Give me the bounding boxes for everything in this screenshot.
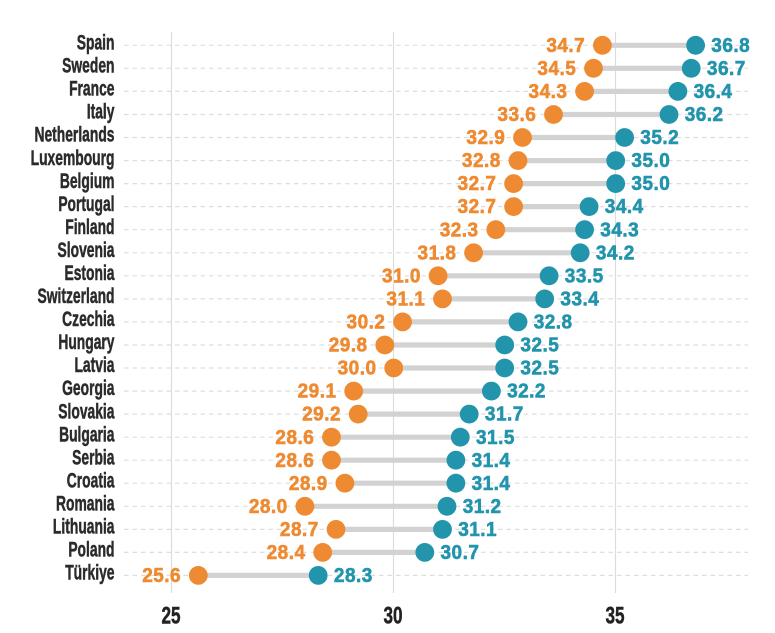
svg-text:Türkiye: Türkiye bbox=[65, 561, 114, 585]
svg-text:28.4: 28.4 bbox=[267, 542, 306, 565]
svg-text:Bulgaria: Bulgaria bbox=[59, 423, 115, 447]
svg-text:32.5: 32.5 bbox=[520, 334, 559, 357]
svg-text:25: 25 bbox=[161, 603, 180, 628]
svg-text:32.7: 32.7 bbox=[458, 173, 497, 196]
svg-text:Estonia: Estonia bbox=[64, 261, 114, 285]
svg-text:Switzerland: Switzerland bbox=[38, 284, 115, 308]
svg-text:34.5: 34.5 bbox=[537, 57, 576, 80]
svg-text:31.5: 31.5 bbox=[476, 426, 515, 449]
svg-text:35.0: 35.0 bbox=[631, 150, 670, 173]
svg-text:34.7: 34.7 bbox=[546, 34, 585, 57]
svg-text:34.2: 34.2 bbox=[596, 242, 635, 265]
svg-text:30.2: 30.2 bbox=[347, 311, 386, 334]
svg-text:Poland: Poland bbox=[68, 538, 114, 562]
svg-text:Netherlands: Netherlands bbox=[34, 123, 114, 147]
svg-text:25.6: 25.6 bbox=[142, 565, 181, 588]
svg-text:28.7: 28.7 bbox=[280, 519, 319, 542]
svg-text:33.6: 33.6 bbox=[497, 104, 536, 127]
svg-text:Luxembourg: Luxembourg bbox=[31, 146, 115, 170]
svg-text:Slovakia: Slovakia bbox=[58, 399, 114, 423]
svg-text:31.1: 31.1 bbox=[386, 288, 425, 311]
svg-text:32.3: 32.3 bbox=[440, 219, 479, 242]
svg-text:34.4: 34.4 bbox=[605, 196, 644, 219]
svg-text:Georgia: Georgia bbox=[62, 376, 114, 400]
svg-text:32.9: 32.9 bbox=[466, 127, 505, 150]
svg-text:32.7: 32.7 bbox=[458, 196, 497, 219]
svg-text:31.2: 31.2 bbox=[463, 495, 502, 518]
svg-text:Spain: Spain bbox=[77, 31, 115, 55]
svg-text:28.9: 28.9 bbox=[289, 472, 328, 495]
svg-text:35.2: 35.2 bbox=[640, 127, 679, 150]
svg-text:31.8: 31.8 bbox=[418, 242, 457, 265]
svg-text:Finland: Finland bbox=[65, 215, 114, 239]
svg-text:28.3: 28.3 bbox=[334, 565, 373, 588]
svg-text:Latvia: Latvia bbox=[74, 353, 114, 377]
svg-text:35: 35 bbox=[605, 603, 624, 628]
svg-text:28.6: 28.6 bbox=[275, 449, 314, 472]
svg-text:36.4: 36.4 bbox=[694, 81, 733, 104]
svg-text:28.6: 28.6 bbox=[275, 426, 314, 449]
svg-text:France: France bbox=[69, 77, 115, 101]
svg-text:34.3: 34.3 bbox=[600, 219, 639, 242]
svg-text:32.8: 32.8 bbox=[462, 150, 501, 173]
svg-text:Croatia: Croatia bbox=[67, 469, 115, 493]
svg-text:31.1: 31.1 bbox=[458, 519, 497, 542]
svg-text:Italy: Italy bbox=[87, 100, 115, 124]
svg-text:Sweden: Sweden bbox=[62, 54, 114, 78]
svg-text:Romania: Romania bbox=[56, 492, 115, 516]
svg-text:32.5: 32.5 bbox=[520, 357, 559, 380]
svg-text:29.1: 29.1 bbox=[298, 380, 337, 403]
svg-text:Slovenia: Slovenia bbox=[58, 238, 115, 262]
svg-text:31.0: 31.0 bbox=[382, 265, 421, 288]
svg-text:31.7: 31.7 bbox=[485, 403, 524, 426]
svg-text:29.8: 29.8 bbox=[329, 334, 368, 357]
svg-text:31.4: 31.4 bbox=[472, 472, 511, 495]
svg-text:33.4: 33.4 bbox=[560, 288, 599, 311]
svg-text:28.0: 28.0 bbox=[249, 495, 288, 518]
svg-text:36.2: 36.2 bbox=[685, 104, 724, 127]
svg-text:Serbia: Serbia bbox=[72, 446, 114, 470]
svg-text:34.3: 34.3 bbox=[529, 81, 568, 104]
svg-text:35.0: 35.0 bbox=[631, 173, 670, 196]
svg-text:32.2: 32.2 bbox=[507, 380, 546, 403]
svg-text:Hungary: Hungary bbox=[58, 330, 114, 354]
svg-text:36.7: 36.7 bbox=[707, 57, 746, 80]
svg-text:33.5: 33.5 bbox=[565, 265, 604, 288]
svg-text:Belgium: Belgium bbox=[60, 169, 115, 193]
svg-text:32.8: 32.8 bbox=[534, 311, 573, 334]
svg-text:30: 30 bbox=[383, 603, 402, 628]
svg-text:30.0: 30.0 bbox=[338, 357, 377, 380]
svg-text:31.4: 31.4 bbox=[472, 449, 511, 472]
svg-text:30.7: 30.7 bbox=[441, 542, 480, 565]
svg-text:Portugal: Portugal bbox=[58, 192, 114, 216]
svg-text:36.8: 36.8 bbox=[711, 34, 750, 57]
svg-text:29.2: 29.2 bbox=[302, 403, 341, 426]
svg-text:Czechia: Czechia bbox=[62, 307, 114, 331]
svg-text:Lithuania: Lithuania bbox=[53, 515, 115, 539]
